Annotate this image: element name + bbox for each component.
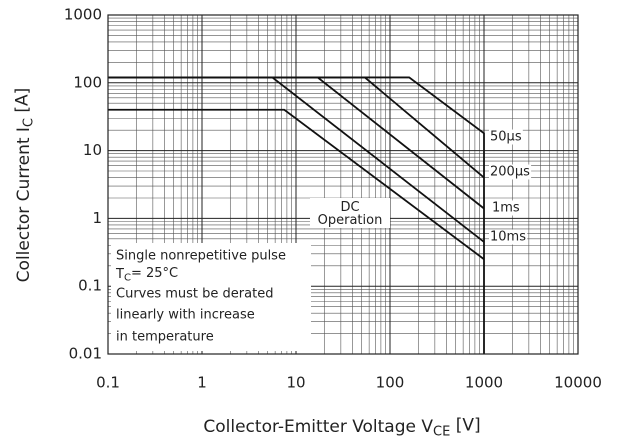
- y-tick-label: 1: [92, 209, 102, 227]
- label-bg: [489, 229, 528, 245]
- x-tick-label: 100: [376, 374, 405, 392]
- series-label: 50μs: [490, 130, 522, 145]
- y-tick-label: 0.01: [69, 345, 102, 363]
- series-label: 10ms: [490, 230, 526, 245]
- labels: 0.1 1 10 100 1000 10000 0.01 0.1 1 10 100 1000 50μs 2…: [13, 6, 602, 440]
- y-tick-label: 10: [83, 141, 102, 159]
- x-tick-label: 1: [197, 374, 207, 392]
- x-axis-label: Collector-Emitter Voltage VCE [V]: [203, 416, 480, 439]
- curve: [108, 76, 485, 243]
- y-tick-label: 0.1: [78, 277, 102, 295]
- x-tick-label: 1000: [465, 374, 503, 392]
- curve: [108, 108, 485, 260]
- note-text: in temperature: [116, 330, 214, 345]
- note-text: Curves must be derated: [116, 287, 273, 302]
- y-tick-label: 100: [73, 73, 102, 91]
- x-tick-label: 0.1: [96, 374, 120, 392]
- x-tick-label: 10: [286, 374, 305, 392]
- grid: [107, 14, 579, 355]
- note-box: [111, 243, 311, 351]
- note-text: TC= 25°C: [115, 265, 178, 283]
- label-bg: [489, 129, 523, 145]
- series-label: DC Operation: [318, 200, 383, 228]
- y-tick-label: 1000: [64, 6, 102, 24]
- label-bg: [489, 164, 532, 180]
- label-bg: [310, 198, 390, 228]
- note-text: linearly with increase: [116, 308, 255, 323]
- note-text: Single nonrepetitive pulse: [116, 249, 286, 264]
- curves: [108, 76, 485, 354]
- series-label: 200μs: [490, 165, 530, 180]
- series-label: 1ms: [492, 201, 520, 216]
- plot-frame: [107, 14, 579, 355]
- y-axis-label: Collector Current IC [A]: [13, 88, 36, 283]
- label-bg: [491, 200, 521, 216]
- x-tick-label: 10000: [554, 374, 602, 392]
